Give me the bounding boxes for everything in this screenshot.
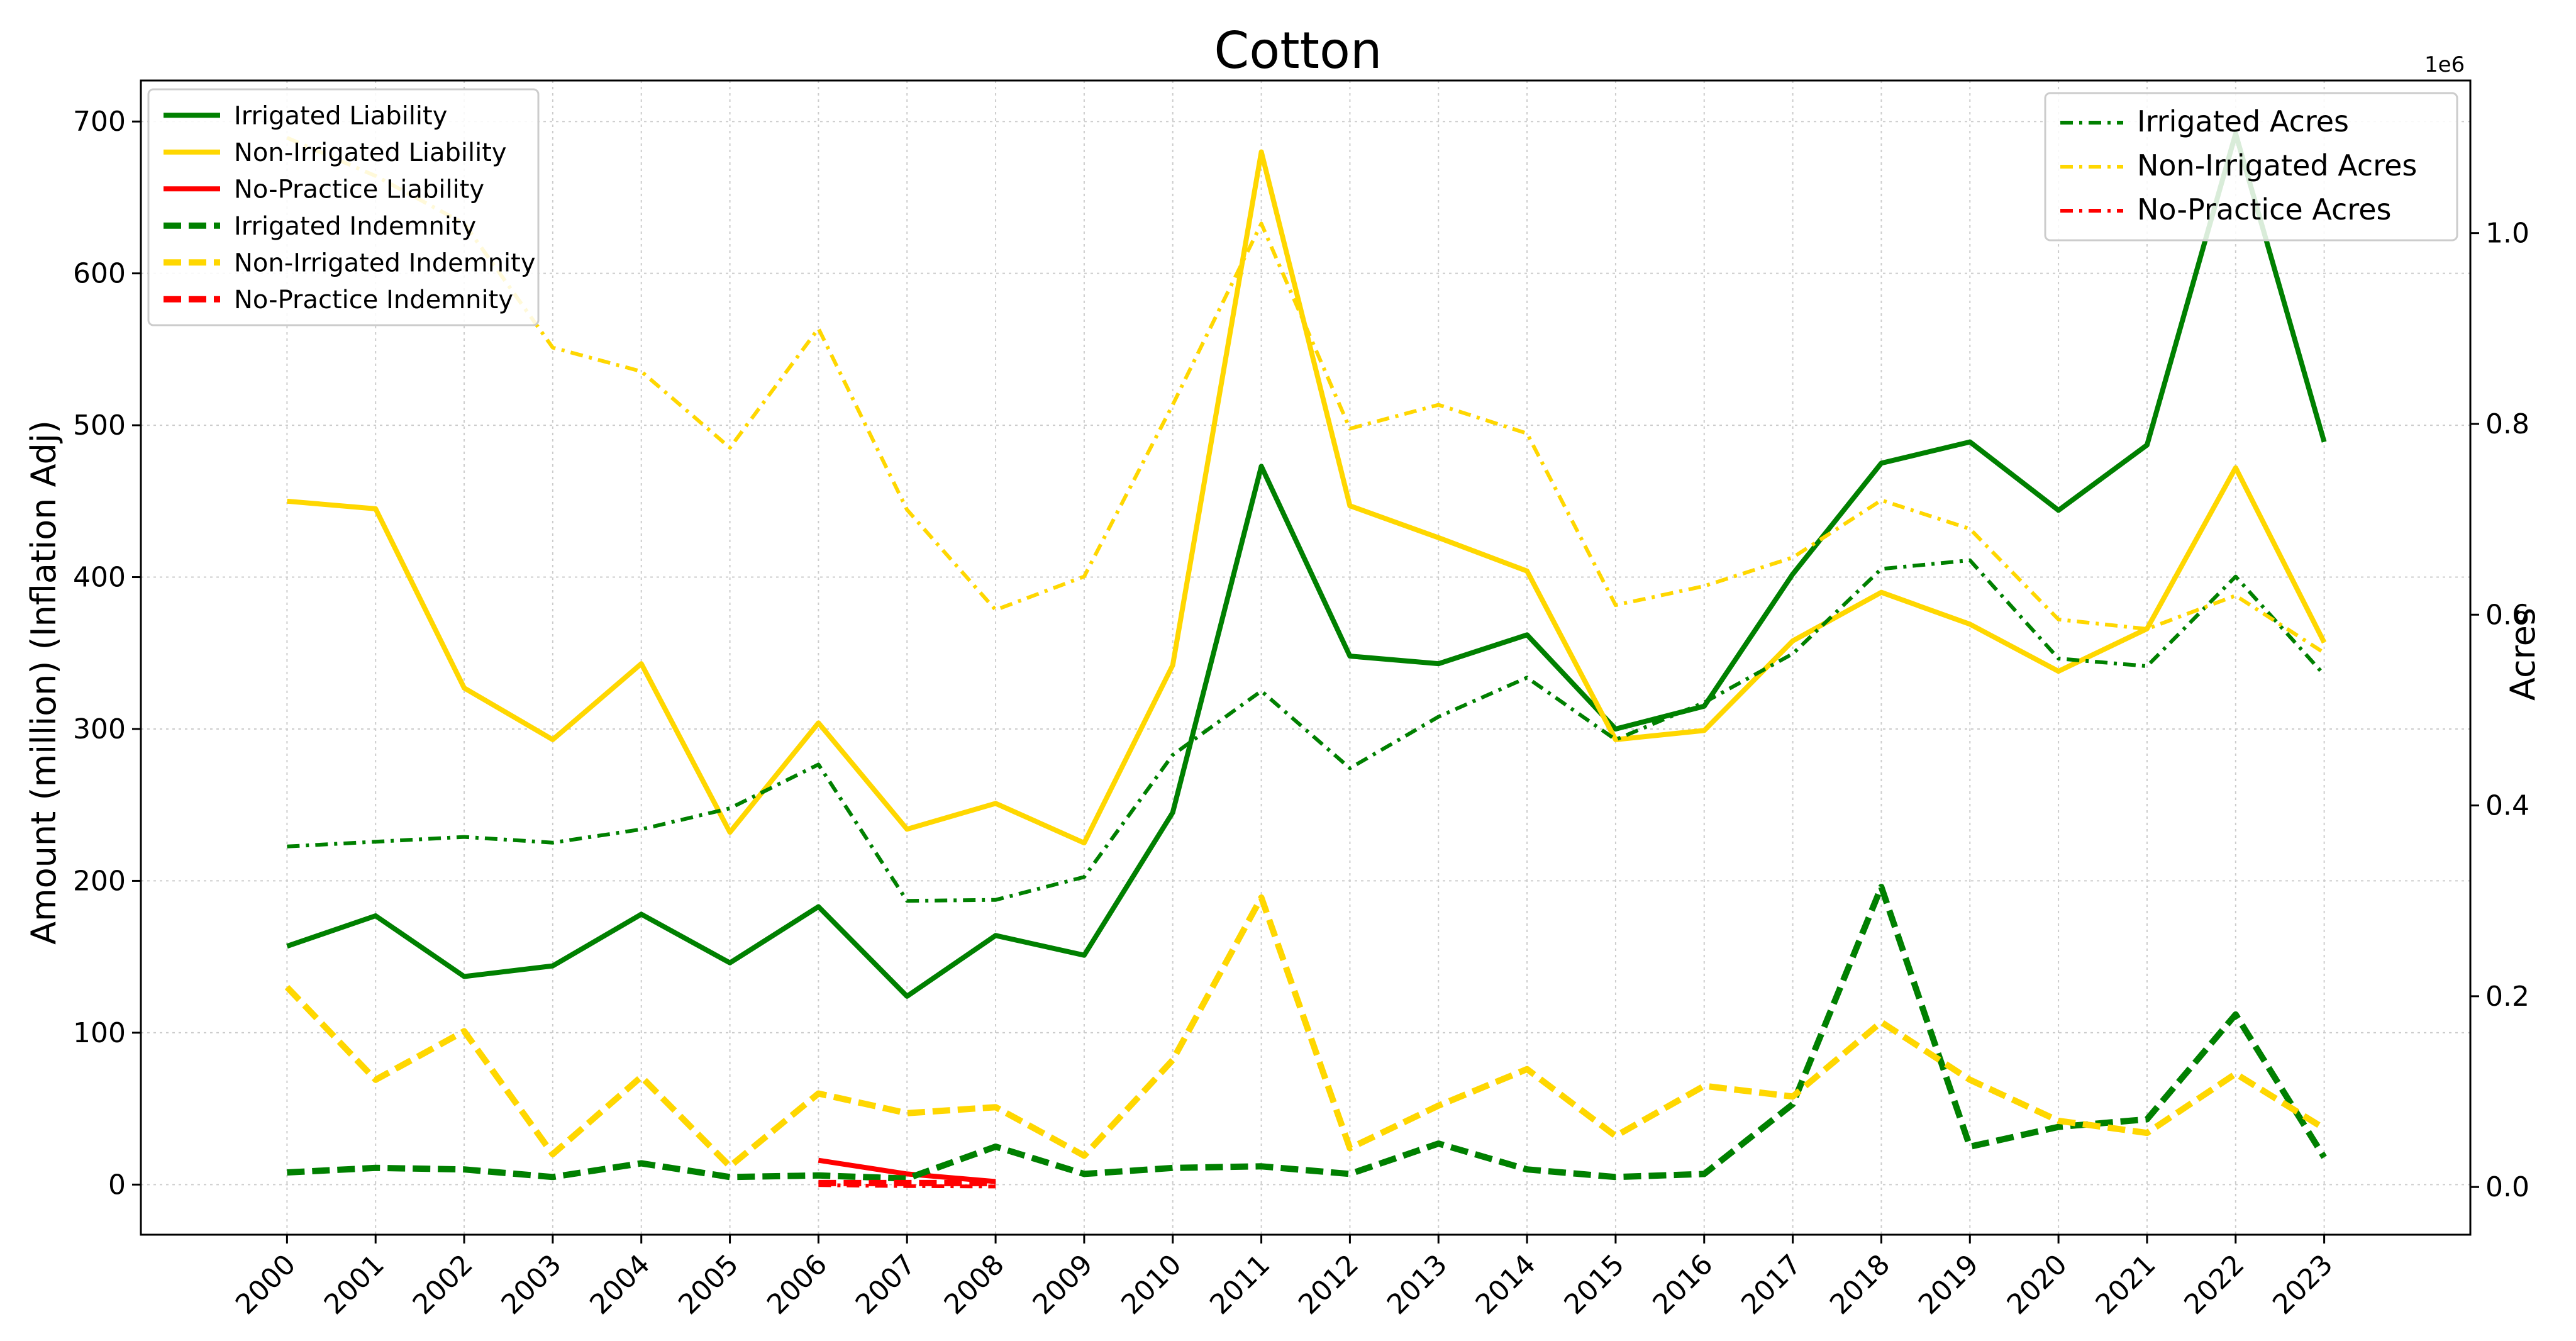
y2-tick-label: 0.6 bbox=[2485, 599, 2529, 631]
legend-label-irrigated-liability: Irrigated Liability bbox=[234, 101, 447, 130]
y-tick-label: 400 bbox=[73, 562, 126, 594]
chart-title: Cotton bbox=[1214, 21, 1382, 80]
y2-offset-text: 1e6 bbox=[2424, 52, 2465, 77]
y2-axis-title: Acres bbox=[2503, 608, 2543, 701]
legend-label-no-practice-acres: No-Practice Acres bbox=[2137, 192, 2391, 226]
y2-tick-label: 1.0 bbox=[2485, 218, 2529, 250]
y2-tick-label: 0.0 bbox=[2485, 1171, 2529, 1203]
y-tick-label: 500 bbox=[73, 409, 126, 442]
series-line-irrigated-acres bbox=[287, 558, 2326, 903]
y-tick-label: 700 bbox=[73, 106, 126, 138]
y-tick-label: 300 bbox=[73, 713, 126, 745]
legend-label-no-practice-liability: No-Practice Liability bbox=[234, 175, 484, 204]
legend-box bbox=[147, 88, 540, 326]
series-line-irrigated-indemnity bbox=[287, 884, 2327, 1182]
y-tick-label: 100 bbox=[73, 1017, 126, 1049]
y-tick-label: 200 bbox=[73, 865, 126, 897]
legend-label-irrigated-indemnity: Irrigated Indemnity bbox=[234, 212, 476, 241]
series-layer bbox=[284, 131, 2327, 1189]
legend-right: Irrigated Acres Non-Irrigated Acres No-Pra… bbox=[2044, 92, 2458, 242]
legend-label-non-irrigated-acres: Non-Irrigated Acres bbox=[2137, 148, 2417, 182]
y2-tick-label: 0.4 bbox=[2485, 790, 2529, 822]
legend-label-irrigated-acres: Irrigated Acres bbox=[2137, 104, 2349, 138]
y-axis-right: 0.0 0.2 0.4 0.6 0.8 1.0 bbox=[2470, 218, 2529, 1203]
legend-box bbox=[2044, 92, 2458, 242]
y-axis-left: 0 100 200 300 400 500 600 700 bbox=[73, 106, 141, 1201]
legend-label-no-practice-indemnity: No-Practice Indemnity bbox=[234, 286, 513, 314]
series-line-no-practice-liability bbox=[818, 1157, 996, 1184]
plot-frame bbox=[140, 79, 2472, 1236]
legend-label-non-irrigated-indemnity: Non-Irrigated Indemnity bbox=[234, 248, 536, 277]
legend-left: Irrigated Liability Non-Irrigated Liabili… bbox=[147, 88, 540, 326]
series-line-non-irrigated-indemnity bbox=[284, 894, 2326, 1170]
y-axis-title: Amount (million) (Inflation Adj) bbox=[24, 420, 64, 945]
legend-label-non-irrigated-liability: Non-Irrigated Liability bbox=[234, 138, 507, 167]
y2-tick-label: 0.2 bbox=[2485, 981, 2529, 1013]
series-line-no-practice-acres bbox=[818, 1183, 996, 1189]
y-tick-label: 0 bbox=[108, 1169, 126, 1201]
y2-tick-label: 0.8 bbox=[2485, 408, 2529, 440]
series-line-non-irrigated-acres bbox=[286, 136, 2326, 655]
y-tick-label: 600 bbox=[73, 258, 126, 290]
series-line-irrigated-liability bbox=[286, 131, 2327, 999]
grid bbox=[141, 81, 2470, 1235]
